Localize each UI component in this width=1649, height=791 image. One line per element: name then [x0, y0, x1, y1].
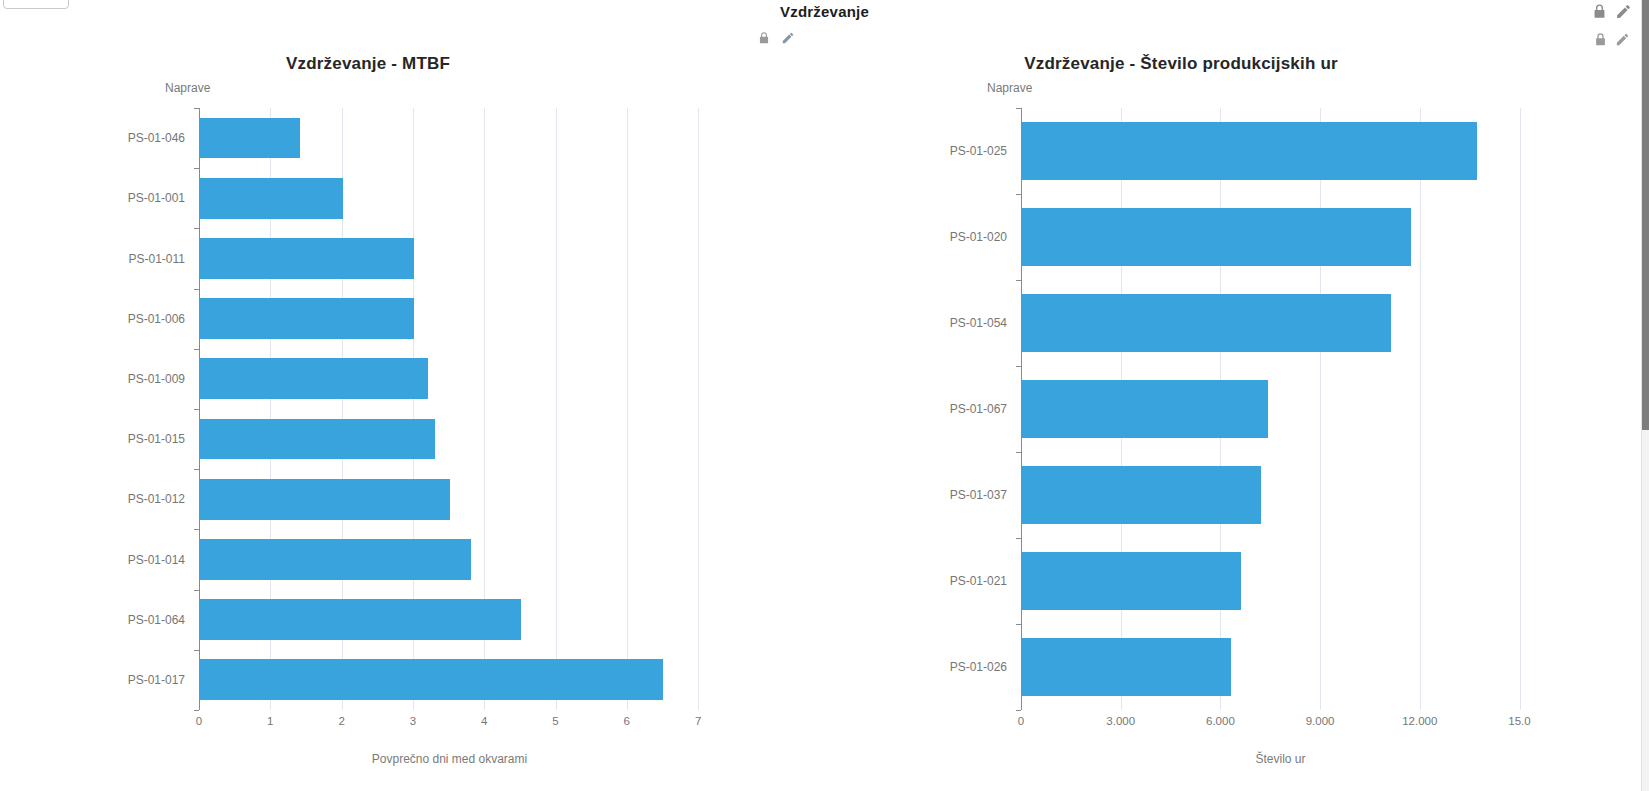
y-axis-tick — [194, 409, 199, 410]
x-tick-label: 1 — [267, 715, 273, 727]
y-axis-tick — [194, 228, 199, 229]
y-axis-tick — [194, 108, 199, 109]
x-axis-title: Povprečno dni med okvarami — [372, 752, 527, 766]
bar-PS-01-037[interactable] — [1022, 466, 1261, 525]
x-tick-label: 15.0 — [1508, 715, 1530, 727]
lock-icon[interactable] — [1591, 3, 1608, 20]
category-label: PS-01-001 — [0, 191, 185, 205]
bar-PS-01-054[interactable] — [1022, 294, 1391, 353]
x-tick-label: 0 — [1018, 715, 1024, 727]
gridline — [1420, 108, 1421, 710]
category-label: PS-01-015 — [0, 432, 185, 446]
x-tick-label: 6.000 — [1206, 715, 1235, 727]
x-tick-label: 5 — [552, 715, 558, 727]
x-tick-label: 0 — [196, 715, 202, 727]
y-axis-tick — [1016, 710, 1021, 711]
edit-pencil-icon[interactable] — [1615, 32, 1630, 47]
x-tick-label: 3 — [410, 715, 416, 727]
category-label: PS-01-011 — [0, 252, 185, 266]
y-axis-tick — [1016, 452, 1021, 453]
x-tick-label: 12.000 — [1402, 715, 1437, 727]
category-label: PS-01-021 — [807, 574, 1007, 588]
category-label: PS-01-037 — [807, 488, 1007, 502]
bar-PS-01-025[interactable] — [1022, 122, 1477, 181]
lock-icon[interactable] — [1593, 32, 1608, 47]
bar-PS-01-046[interactable] — [200, 118, 300, 159]
x-tick-label: 6 — [624, 715, 630, 727]
category-label: PS-01-009 — [0, 372, 185, 386]
category-label: PS-01-020 — [807, 230, 1007, 244]
x-tick-label: 7 — [695, 715, 701, 727]
y-axis-tick — [194, 529, 199, 530]
category-label: PS-01-054 — [807, 316, 1007, 330]
category-label: PS-01-046 — [0, 131, 185, 145]
y-axis-title: Naprave — [987, 81, 1032, 95]
bar-PS-01-067[interactable] — [1022, 380, 1268, 439]
gridline — [1520, 108, 1521, 710]
widget-toolbar-top — [1591, 3, 1632, 20]
x-tick-label: 9.000 — [1306, 715, 1335, 727]
y-axis-tick — [194, 349, 199, 350]
bar-PS-01-014[interactable] — [200, 539, 471, 580]
category-label: PS-01-064 — [0, 613, 185, 627]
category-label: PS-01-025 — [807, 144, 1007, 158]
bar-PS-01-001[interactable] — [200, 178, 343, 219]
x-tick-label: 3.000 — [1106, 715, 1135, 727]
y-axis-tick — [194, 289, 199, 290]
widget-toolbar-bottom — [1593, 32, 1630, 47]
x-axis-title: Število ur — [1255, 752, 1305, 766]
bar-PS-01-006[interactable] — [200, 298, 414, 339]
bar-PS-01-020[interactable] — [1022, 208, 1411, 267]
y-axis-tick — [194, 710, 199, 711]
category-label: PS-01-026 — [807, 660, 1007, 674]
x-tick-label: 4 — [481, 715, 487, 727]
y-axis-tick — [194, 168, 199, 169]
category-label: PS-01-012 — [0, 492, 185, 506]
y-axis-tick — [1016, 366, 1021, 367]
y-axis-title: Naprave — [165, 81, 210, 95]
bar-PS-01-012[interactable] — [200, 479, 450, 520]
page-title-toolbar — [757, 31, 795, 45]
category-label: PS-01-006 — [0, 312, 185, 326]
edit-pencil-icon[interactable] — [781, 31, 795, 45]
y-axis-tick — [194, 469, 199, 470]
y-axis-tick — [1016, 624, 1021, 625]
bar-PS-01-017[interactable] — [200, 659, 663, 700]
category-label: PS-01-014 — [0, 553, 185, 567]
scrollbar-thumb[interactable] — [1642, 0, 1649, 430]
category-label: PS-01-017 — [0, 673, 185, 687]
bar-PS-01-015[interactable] — [200, 419, 435, 460]
gridline — [698, 108, 699, 710]
lock-icon[interactable] — [757, 31, 771, 45]
page-title: Vzdrževanje — [0, 3, 1649, 20]
vertical-scrollbar[interactable] — [1641, 0, 1649, 791]
y-axis-tick — [1016, 108, 1021, 109]
dashboard-canvas: Vzdrževanje Vzdrževanje - MTBF Naprave PS-… — [0, 0, 1649, 791]
bar-PS-01-026[interactable] — [1022, 638, 1231, 697]
chart-title: Vzdrževanje - Število produkcijskih ur — [881, 54, 1481, 74]
bar-PS-01-011[interactable] — [200, 238, 414, 279]
plot-area — [1021, 108, 1540, 710]
bar-PS-01-021[interactable] — [1022, 552, 1241, 611]
bar-PS-01-009[interactable] — [200, 358, 428, 399]
y-axis-tick — [194, 650, 199, 651]
gridline — [1320, 108, 1321, 710]
gridline — [556, 108, 557, 710]
y-axis-tick — [1016, 538, 1021, 539]
edit-pencil-icon[interactable] — [1615, 3, 1632, 20]
bar-PS-01-064[interactable] — [200, 599, 521, 640]
y-axis-tick — [194, 590, 199, 591]
category-label: PS-01-067 — [807, 402, 1007, 416]
x-tick-label: 2 — [338, 715, 344, 727]
plot-area — [199, 108, 700, 710]
y-axis-tick — [1016, 280, 1021, 281]
gridline — [627, 108, 628, 710]
chart-title: Vzdrževanje - MTBF — [68, 54, 668, 74]
y-axis-tick — [1016, 194, 1021, 195]
